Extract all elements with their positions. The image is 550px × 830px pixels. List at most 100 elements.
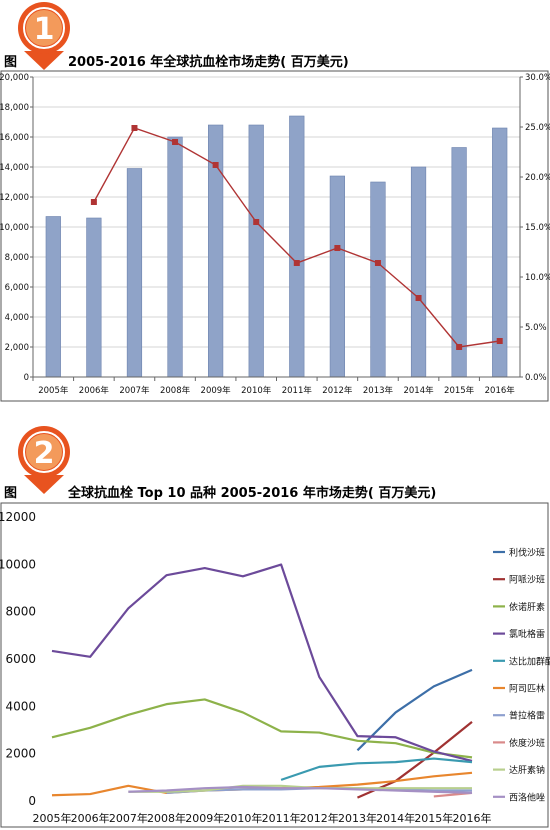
chart-1-line-series: [90, 125, 503, 350]
chart-1-right-tick-label: 0.0%: [525, 373, 547, 383]
chart-1-right-tick-label: 5.0%: [525, 323, 547, 333]
chart-2-series-line: [128, 785, 473, 794]
chart-2-legend-label: 依度沙班: [509, 737, 545, 749]
chart-2-y-tick-label: 12000: [0, 510, 36, 524]
chart-1-line-point: [212, 162, 219, 168]
chart-1-x-tick-label: 2013年: [363, 385, 394, 396]
chart-1-line-point: [293, 260, 300, 266]
chart-2-y-tick-label: 2000: [5, 747, 36, 761]
chart-2-y-tick-label: 6000: [5, 652, 36, 666]
badge-2-inner: [26, 434, 62, 470]
chart-2-legend-label: 西洛他唑: [509, 791, 545, 803]
chart-2-legend-label: 氯吡格雷: [509, 628, 545, 640]
badge-2-ring: [23, 431, 65, 473]
chart-2-legend: 利伐沙班阿哌沙班依诺肝素氯吡格雷达比加群酯阿司匹林普拉格雷依度沙班达肝素钠西洛他…: [493, 547, 550, 803]
badge-2-pin: [24, 475, 64, 494]
chart-1-line-point: [253, 219, 260, 225]
chart-2-x-tick-label: 2011年: [262, 811, 301, 825]
chart-1-left-tick-label: 2,000: [5, 343, 29, 353]
chart-1-title: 2005-2016 年全球抗血栓市场走势( 百万美元): [68, 54, 349, 70]
chart-2-x-tick-label: 2006年: [71, 811, 110, 825]
chart-1-left-tick-label: 8,000: [5, 253, 29, 263]
chart-1-left-tick-label: 4,000: [5, 313, 29, 323]
chart-2-legend-label: 依诺肝素: [509, 601, 545, 613]
chart-1-x-tick-label: 2010年: [241, 385, 272, 396]
chart-2-legend-label: 阿哌沙班: [509, 574, 545, 586]
chart-2-title: 全球抗血栓 Top 10 品种 2005-2016 年市场走势( 百万美元): [67, 485, 436, 501]
badge-2-number: 2: [34, 436, 55, 471]
chart-1-left-tick-label: 16,000: [0, 133, 29, 143]
chart-2-series-line: [128, 784, 472, 793]
chart-2-legend-label: 利伐沙班: [509, 547, 545, 559]
chart-2-frame: [0, 502, 549, 828]
chart-1-bar: [167, 136, 183, 378]
chart-1-x-tick-label: 2016年: [485, 385, 516, 396]
chart-2-y-tick-label: 8000: [5, 605, 36, 619]
chart-1-bar: [45, 216, 61, 378]
chart-1-axes: 0 2,000 4,000 6,000 8,000 10,000 12,000 14,000 1…: [0, 73, 550, 396]
chart-2-x-tick-label: 2014年: [376, 811, 415, 825]
chart-1-right-tick-label: 20.0%: [525, 173, 550, 183]
chart-1-bar: [329, 175, 345, 378]
chart-2-legend-label: 达肝素钠: [509, 764, 545, 776]
chart-2-x-tick-label: 2013年: [338, 811, 377, 825]
chart-1-line-point: [374, 260, 381, 266]
chart-2-series-line: [51, 563, 473, 763]
chart-2-x-tick-label: 2016年: [453, 811, 492, 825]
chart-2-legend-label: 阿司匹林: [509, 683, 545, 695]
chart-1-right-tick-label: 25.0%: [525, 123, 550, 133]
badge-1-number: 1: [34, 12, 55, 47]
chart-1-bar: [451, 147, 467, 378]
chart-1-gridlines: [33, 76, 520, 378]
chart-2-series-line: [280, 757, 473, 781]
chart-1-left-tick-label: 0: [24, 373, 29, 383]
chart-1-x-tick-label: 2011年: [282, 385, 313, 396]
chart-2-series-line: [356, 668, 473, 752]
chart-1-line-point: [415, 295, 422, 301]
chart-2-title-prefix: 图: [4, 486, 17, 501]
chart-2-x-tick-label: 2015年: [414, 811, 453, 825]
chart-1-right-tick-label: 30.0%: [525, 73, 550, 83]
chart-1-left-tick-label: 14,000: [0, 163, 29, 173]
chart-1-line-point: [496, 338, 503, 344]
chart-1-right-tick-label: 10.0%: [525, 273, 550, 283]
chart-1-title-prefix: 图: [4, 55, 17, 70]
chart-1-x-tick-label: 2012年: [322, 385, 353, 396]
chart-2-y-tick-label: 4000: [5, 699, 36, 713]
chart-2-lines: [51, 563, 473, 799]
chart-1-bars: [45, 115, 508, 378]
chart-1-bar: [289, 115, 305, 378]
chart-2-series-line: [51, 698, 473, 759]
chart-1-bar: [410, 166, 427, 378]
chart-1-right-tick-label: 15.0%: [525, 223, 550, 233]
chart-2-legend-label: 普拉格雷: [509, 710, 545, 722]
chart-1-line-point: [90, 199, 97, 205]
chart-1-line-point: [172, 139, 179, 145]
chart-1-x-tick-label: 2007年: [119, 385, 150, 396]
chart-1-left-tick-label: 6,000: [5, 283, 29, 293]
chart-2-x-tick-label: 2007年: [109, 811, 148, 825]
chart-2-x-tick-label: 2005年: [33, 811, 72, 825]
chart-2-y-tick-label: 0: [28, 794, 36, 808]
chart-1-left-tick-label: 12,000: [0, 193, 29, 203]
badge-1-pin: [24, 51, 64, 70]
chart-2-x-tick-label: 2012年: [300, 811, 339, 825]
chart-1-x-tick-label: 2006年: [79, 385, 110, 396]
chart-2-x-tick-label: 2010年: [223, 811, 262, 825]
badge-1-inner: [26, 10, 62, 46]
chart-2-x-tick-label: 2008年: [147, 811, 186, 825]
chart-1-line-point: [334, 245, 341, 251]
chart-1-bar: [126, 168, 143, 378]
chart-2-legend-label: 达比加群酯: [509, 655, 550, 667]
chart-2: 2 图 全球抗血栓 Top 10 品种 2005-2016 年市场走势( 百万美…: [0, 426, 550, 828]
chart-1-x-tick-label: 2014年: [403, 385, 434, 396]
chart-1-line-point: [456, 344, 463, 350]
chart-1-bar: [248, 124, 264, 378]
chart-2-x-tick-label: 2009年: [185, 811, 224, 825]
badge-1-ring: [23, 7, 65, 49]
chart-1-bar: [370, 181, 386, 378]
chart-1: 1 图 2005-2016 年全球抗血栓市场走势( 百万美元) 0 2,000 4,…: [0, 2, 550, 402]
chart-1-left-tick-label: 20,000: [0, 73, 29, 83]
chart-1-left-tick-label: 10,000: [0, 223, 29, 233]
chart-1-x-tick-label: 2008年: [160, 385, 191, 396]
